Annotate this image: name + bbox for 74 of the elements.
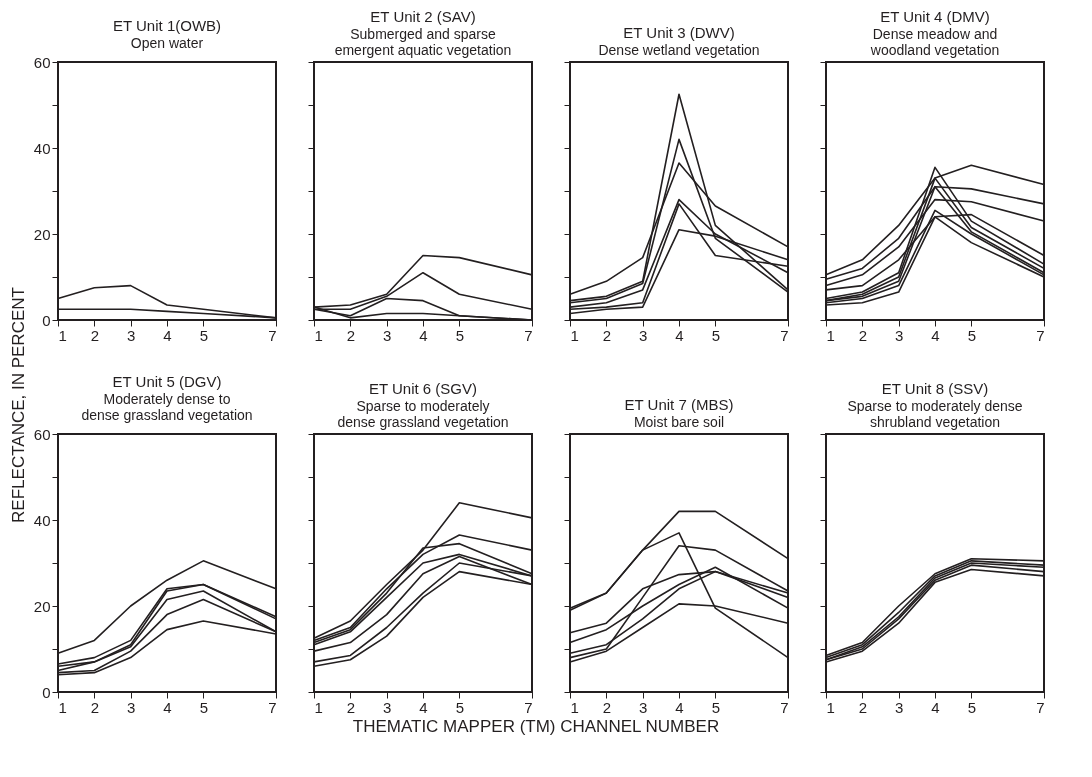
x-tick-label: 5 [967, 698, 977, 716]
chart-subtitle: Sparse to moderately dense grassland vegetation [337, 397, 509, 430]
chart-title: ET Unit 1(OWB) [112, 17, 222, 34]
x-tick-label: 3 [126, 698, 136, 716]
x-tick-label: 1 [570, 326, 579, 344]
x-tick-label: 4 [419, 698, 428, 716]
y-tick-label: 40 [33, 139, 51, 157]
x-tick-label: 5 [199, 326, 209, 344]
x-tick-label: 1 [826, 326, 835, 344]
x-tick-label: 2 [90, 326, 100, 344]
x-tick-label: 2 [346, 326, 356, 344]
x-tick-label: 2 [858, 326, 868, 344]
chart-subtitle: Moderately dense to dense grassland vegetation [81, 391, 253, 423]
x-tick-label: 5 [455, 698, 465, 716]
x-tick-label: 7 [1036, 698, 1045, 716]
x-tick-label: 2 [602, 326, 612, 344]
x-tick-label: 3 [382, 326, 392, 344]
x-tick-label: 4 [163, 326, 172, 344]
x-tick-label: 3 [638, 698, 648, 716]
x-tick-label: 5 [455, 326, 465, 344]
x-tick-label: 3 [382, 698, 392, 716]
chart-title: ET Unit 2 (SAV) [370, 7, 476, 25]
chart-title: ET Unit 6 (SGV) [368, 379, 478, 397]
x-tick-label: 1 [58, 698, 67, 716]
x-tick-label: 5 [711, 698, 721, 716]
chart-title: ET Unit 8 (SSV) [881, 379, 989, 397]
chart-subtitle: Moist bare soil [633, 413, 725, 430]
x-tick-label: 7 [268, 698, 277, 716]
x-tick-label: 7 [524, 326, 533, 344]
x-tick-label: 4 [931, 326, 940, 344]
x-tick-label: 1 [314, 698, 323, 716]
x-tick-label: 5 [199, 698, 209, 716]
x-tick-label: 7 [524, 698, 533, 716]
x-tick-label: 7 [780, 326, 789, 344]
x-tick-label: 4 [419, 326, 428, 344]
chart-title: ET Unit 7 (MBS) [624, 395, 734, 413]
x-tick-label: 2 [858, 698, 868, 716]
x-tick-label: 5 [967, 326, 977, 344]
chart-subtitle: Dense wetland vegetation [598, 41, 760, 58]
y-tick-label: 0 [42, 683, 51, 701]
chart-title: ET Unit 3 (DWV) [623, 23, 735, 41]
y-tick-label: 0 [42, 311, 51, 329]
x-tick-label: 7 [1036, 326, 1045, 344]
x-tick-label: 3 [638, 326, 648, 344]
x-tick-label: 7 [268, 326, 277, 344]
chart-subtitle: Submerged and sparse emergent aquatic vegetation [334, 25, 512, 58]
chart-subtitle: Dense meadow and woodland vegetation [869, 25, 1000, 58]
y-tick-label: 60 [33, 53, 51, 71]
x-tick-label: 1 [826, 698, 835, 716]
x-tick-label: 4 [163, 698, 172, 716]
y-tick-label: 20 [33, 597, 51, 615]
x-tick-label: 1 [314, 326, 323, 344]
x-tick-label: 2 [346, 698, 356, 716]
chart-subtitle: Open water [130, 35, 204, 51]
x-tick-label: 1 [58, 326, 67, 344]
x-tick-label: 2 [90, 698, 100, 716]
y-axis-title: REFLECTANCE, IN PERCENT [9, 287, 28, 523]
chart-title: ET Unit 5 (DGV) [112, 373, 222, 390]
x-axis-title: THEMATIC MAPPER (TM) CHANNEL NUMBER [352, 717, 720, 736]
x-tick-label: 4 [931, 698, 940, 716]
chart-subtitle: Sparse to moderately dense shrubland vegetation [847, 397, 1023, 430]
x-tick-label: 3 [894, 698, 904, 716]
x-tick-label: 7 [780, 698, 789, 716]
x-tick-label: 3 [126, 326, 136, 344]
y-tick-label: 40 [33, 511, 51, 529]
x-tick-label: 4 [675, 326, 684, 344]
x-tick-label: 1 [570, 698, 579, 716]
chart-title: ET Unit 4 (DMV) [880, 7, 990, 25]
x-tick-label: 5 [711, 326, 721, 344]
x-tick-label: 4 [675, 698, 684, 716]
y-tick-label: 20 [33, 225, 51, 243]
y-tick-label: 60 [33, 425, 51, 443]
x-tick-label: 3 [894, 326, 904, 344]
x-tick-label: 2 [602, 698, 612, 716]
